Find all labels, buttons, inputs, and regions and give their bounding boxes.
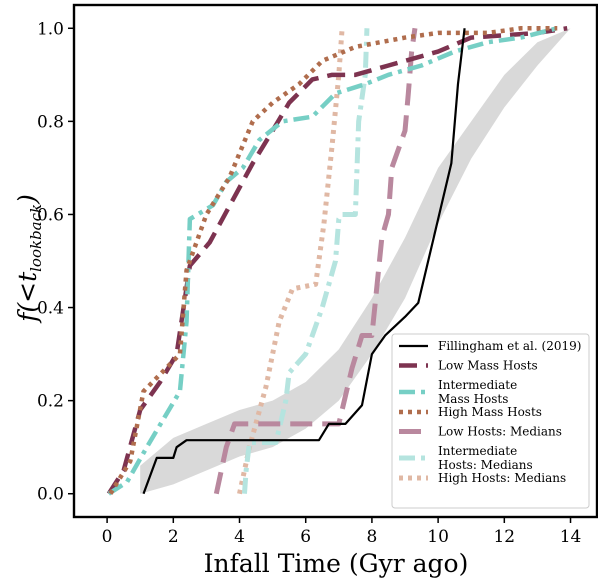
legend-label: Intermediate	[438, 378, 517, 392]
series-line-5	[241, 28, 370, 494]
legend-label: Mass Hosts	[438, 392, 508, 406]
x-tick-label: 12	[493, 527, 515, 547]
legend-label: High Mass Hosts	[438, 405, 542, 419]
axes-layer: 0 2 4 6 8 10 12 14 0.0 0.2 0.4 0.6 0.8 1.0	[37, 3, 598, 547]
series-line-1	[106, 26, 568, 495]
svg-text:f(<tlookback): f(<tlookback)	[13, 194, 45, 324]
x-tick-label: 10	[427, 527, 449, 547]
y-tick-label: 0.8	[37, 112, 64, 132]
legend-label: Low Mass Hosts	[438, 359, 538, 373]
y-axis-label-sub: lookback	[27, 204, 45, 272]
x-tick-label: 8	[366, 527, 377, 547]
series-line-0	[142, 28, 466, 495]
y-tick-label: 0.2	[37, 392, 64, 412]
legend-label: Hosts: Medians	[438, 458, 533, 472]
y-axis-label-close: )	[13, 194, 42, 205]
x-tick-label: 14	[560, 527, 582, 547]
y-tick-label: 0.6	[37, 205, 64, 225]
series-line-2	[107, 26, 558, 496]
legend: Fillingham et al. (2019) Low Mass Hosts In…	[391, 333, 590, 509]
series-line-4	[213, 27, 418, 495]
scatter-band	[140, 28, 571, 494]
band-layer	[140, 28, 571, 494]
y-tick-label: 0.4	[37, 299, 64, 319]
legend-label: High Hosts: Medians	[438, 471, 566, 485]
x-tick-label: 4	[234, 527, 245, 547]
x-tick-label: 0	[102, 527, 113, 547]
plot-frame	[72, 3, 598, 519]
series-layer	[106, 26, 568, 496]
legend-label: Low Hosts: Medians	[438, 425, 562, 439]
legend-label: Intermediate	[438, 444, 517, 458]
y-tick-label: 0.0	[37, 485, 64, 505]
legend-box	[391, 333, 590, 509]
y-axis-label: f(<tlookback)	[13, 194, 45, 324]
x-tick-label: 2	[168, 527, 179, 547]
x-tick-label: 6	[300, 527, 311, 547]
legend-label: Fillingham et al. (2019)	[438, 339, 581, 353]
x-axis-label: Infall Time (Gyr ago)	[204, 549, 469, 578]
y-axis-label-main: f(<t	[13, 271, 42, 324]
y-tick-label: 1.0	[37, 19, 64, 39]
